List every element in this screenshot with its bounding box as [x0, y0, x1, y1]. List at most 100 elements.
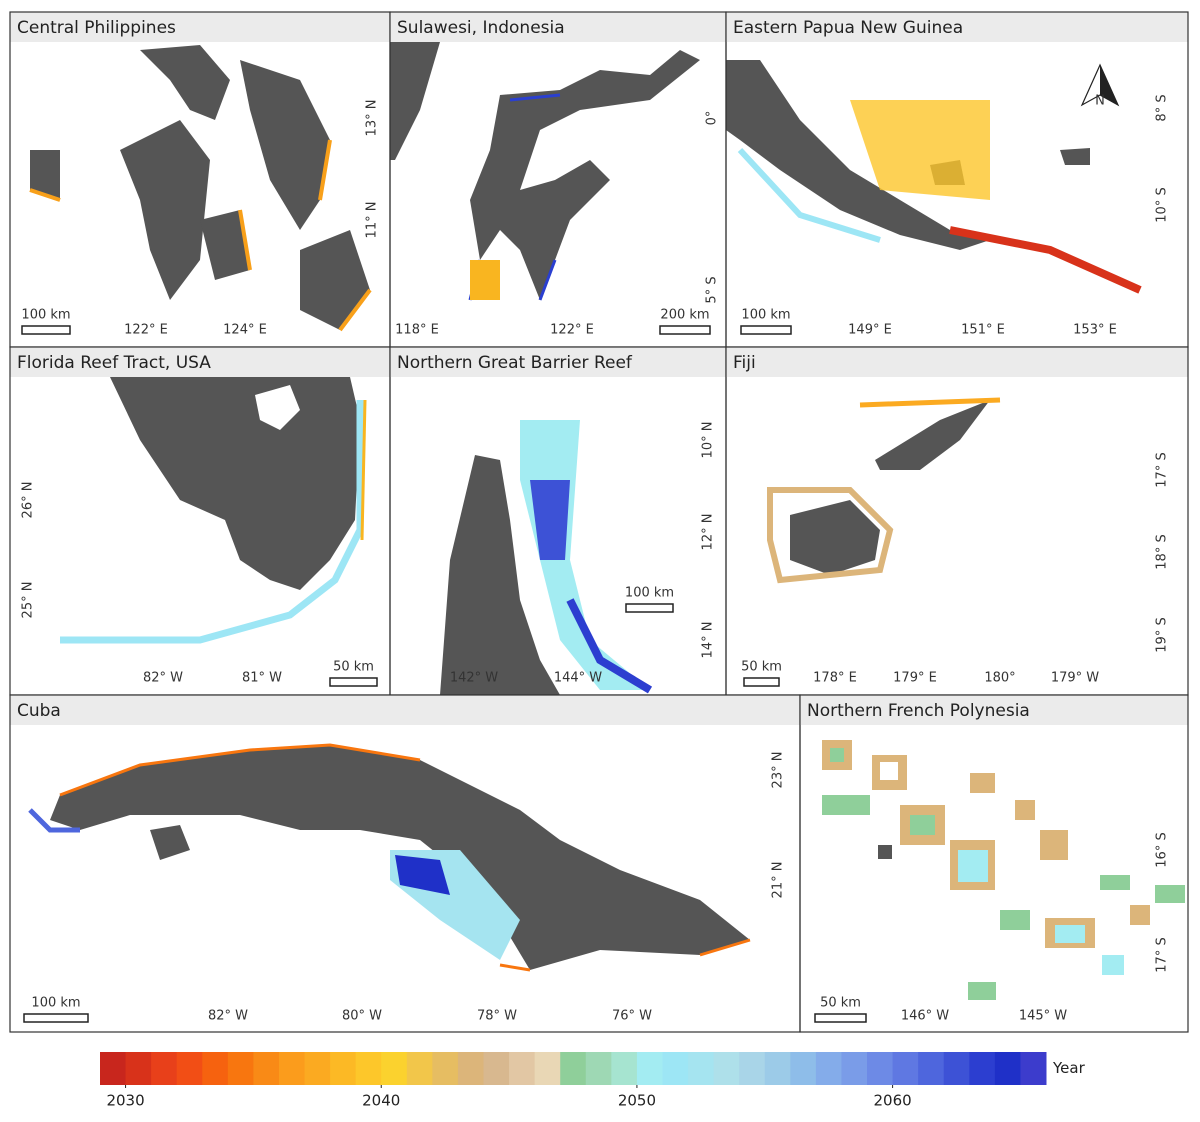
- latitude-label: 11° N: [365, 202, 380, 239]
- latitude-label: 10° N: [701, 422, 716, 459]
- scale-bar: [740, 325, 792, 335]
- colorbar-segment: [636, 1052, 663, 1085]
- latitude-label: 17° S: [1155, 937, 1170, 972]
- title-bar: [800, 695, 1188, 725]
- scale-bar: [329, 677, 378, 687]
- colorbar-segment: [176, 1052, 203, 1085]
- colorbar-segment: [509, 1052, 536, 1085]
- latitude-label: 12° N: [701, 514, 716, 551]
- latitude-label: 13° N: [365, 100, 380, 137]
- longitude-label: 145° W: [1019, 1009, 1067, 1024]
- longitude-label: 146° W: [901, 1009, 949, 1024]
- longitude-label: 151° E: [961, 323, 1005, 338]
- colorbar-segment: [381, 1052, 408, 1085]
- longitude-label: 82° W: [143, 671, 183, 686]
- scale-label: 50 km: [741, 660, 782, 675]
- colorbar-segment: [202, 1052, 229, 1085]
- latitude-label: 17° S: [1155, 452, 1170, 487]
- title-bar: [390, 347, 726, 377]
- latitude-label: 18° S: [1155, 534, 1170, 569]
- latitude-label: 26° N: [21, 482, 36, 519]
- colorbar-segment: [457, 1052, 485, 1085]
- scale-label: 100 km: [31, 996, 80, 1011]
- latitude-label: 16° S: [1155, 832, 1170, 867]
- north-label: N: [1095, 94, 1105, 109]
- colorbar-segment: [713, 1052, 740, 1085]
- longitude-label: 180°: [984, 671, 1015, 686]
- colorbar-segment: [662, 1052, 689, 1085]
- longitude-label: 153° E: [1073, 323, 1117, 338]
- scale-bar: [814, 1013, 867, 1023]
- longitude-label: 82° W: [208, 1009, 248, 1024]
- colorbar-segment: [688, 1052, 715, 1085]
- scale-bar: [743, 677, 780, 687]
- title-bar: [726, 12, 1188, 42]
- title-bar: [726, 347, 1188, 377]
- title-bar: [390, 12, 726, 42]
- title-bar: [10, 347, 390, 377]
- panel-title: Eastern Papua New Guinea: [733, 18, 963, 38]
- colorbar-segment: [918, 1052, 945, 1085]
- colorbar-segment: [815, 1052, 842, 1085]
- colorbar-segment: [943, 1052, 970, 1085]
- panel-frame: [799, 694, 1189, 1033]
- colorbar-segment: [227, 1052, 254, 1085]
- latitude-label: 23° N: [771, 752, 786, 789]
- scale-label: 50 km: [333, 660, 374, 675]
- longitude-label: 179° E: [893, 671, 937, 686]
- colorbar-segment: [585, 1052, 612, 1085]
- colorbar-segment: [1020, 1052, 1047, 1085]
- scale-bar: [23, 1013, 89, 1023]
- colorbar-segment: [994, 1052, 1021, 1085]
- latitude-label: 21° N: [771, 862, 786, 899]
- colorbar-segment: [406, 1052, 433, 1085]
- panel-title: Sulawesi, Indonesia: [397, 18, 565, 38]
- longitude-label: 179° W: [1051, 671, 1099, 686]
- latitude-label: 10° S: [1155, 187, 1170, 222]
- longitude-label: 144° W: [554, 671, 602, 686]
- latitude-label: 8° S: [1155, 94, 1170, 121]
- colorbar-segment: [969, 1052, 996, 1085]
- colorbar-label: 2060: [874, 1092, 912, 1110]
- colorbar-segment: [483, 1052, 510, 1085]
- longitude-label: 76° W: [612, 1009, 652, 1024]
- title-bar: [10, 12, 390, 42]
- colorbar-segment: [355, 1052, 382, 1085]
- longitude-label: 122° E: [124, 323, 168, 338]
- longitude-label: 142° W: [450, 671, 498, 686]
- latitude-label: 19° S: [1155, 617, 1170, 652]
- longitude-label: 124° E: [223, 323, 267, 338]
- colorbar-segment: [432, 1052, 459, 1085]
- latitude-label: 25° N: [21, 582, 36, 619]
- panel-title: Florida Reef Tract, USA: [17, 353, 211, 373]
- colorbar-label: 2030: [106, 1092, 144, 1110]
- colorbar-segment: [867, 1052, 894, 1085]
- longitude-label: 149° E: [848, 323, 892, 338]
- panel-title: Northern Great Barrier Reef: [397, 353, 633, 373]
- colorbar-segment: [330, 1052, 357, 1085]
- panel-title: Northern French Polynesia: [807, 701, 1030, 721]
- colorbar-segment: [764, 1052, 791, 1085]
- scale-label: 100 km: [21, 308, 70, 323]
- longitude-label: 118° E: [395, 323, 439, 338]
- scale-bar: [625, 603, 674, 613]
- scale-label: 50 km: [820, 996, 861, 1011]
- longitude-label: 81° W: [242, 671, 282, 686]
- panel-title: Cuba: [17, 701, 61, 721]
- colorbar-segment: [739, 1052, 766, 1085]
- colorbar-segment: [304, 1052, 331, 1085]
- colorbar-segment: [125, 1052, 152, 1085]
- colorbar-segment: [790, 1052, 817, 1085]
- scale-bar: [21, 325, 71, 335]
- latitude-label: 5° S: [705, 276, 720, 303]
- title-bar: [10, 695, 800, 725]
- colorbar-segment: [100, 1052, 127, 1085]
- colorbar-segment: [611, 1052, 638, 1085]
- latitude-label: 14° N: [701, 622, 716, 659]
- panel-title: Fiji: [733, 353, 756, 373]
- latitude-label: 0°: [705, 111, 720, 126]
- scale-bar: [659, 325, 711, 335]
- colorbar-title: Year: [1052, 1059, 1086, 1077]
- colorbar-segment: [151, 1052, 178, 1085]
